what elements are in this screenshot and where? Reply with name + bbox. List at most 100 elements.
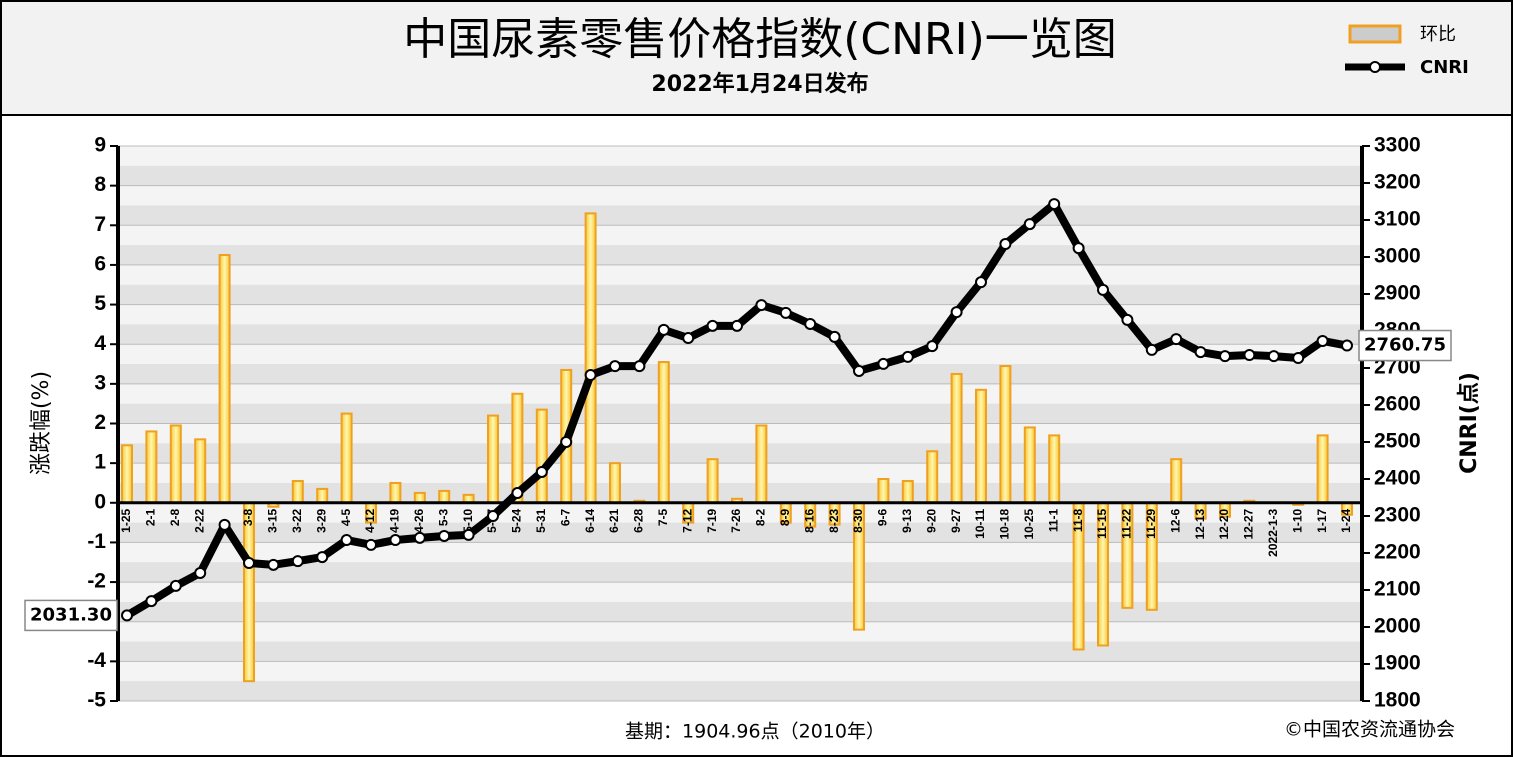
y-tick-label: 5 <box>94 292 106 315</box>
band <box>118 165 1362 186</box>
cnri-marker <box>535 465 548 478</box>
footer: 基期：1904.96点（2010年） <box>625 721 885 743</box>
bar <box>145 430 158 504</box>
x-tick-label: 8-30 <box>851 508 865 532</box>
band <box>118 641 1362 662</box>
y2-tick-label: 2700 <box>1374 356 1421 379</box>
y2-axis-label: CNRI(点) <box>1456 372 1482 474</box>
cnri-marker <box>1023 218 1036 231</box>
bar <box>584 212 597 504</box>
legend-swatch-bar <box>1348 24 1402 44</box>
y2-tick-label: 2900 <box>1374 282 1421 305</box>
y2-tick-label: 2000 <box>1374 615 1421 638</box>
y2-tick-label: 3000 <box>1374 245 1421 268</box>
y-tick-label: 6 <box>94 252 106 275</box>
cnri-marker <box>365 538 377 551</box>
cnri-marker <box>1341 339 1353 352</box>
cnri-marker <box>169 579 182 592</box>
bar <box>609 462 621 504</box>
band <box>118 324 1362 345</box>
legend-label: 环比 <box>1420 24 1456 45</box>
y2-tick-label: 2300 <box>1374 504 1421 527</box>
band <box>118 364 1362 384</box>
y2-tick-label: 1800 <box>1374 689 1421 712</box>
cnri-marker <box>389 534 402 547</box>
x-tick-label: 6-7 <box>558 508 572 526</box>
x-tick-label: 1-17 <box>1315 508 1329 532</box>
bar <box>975 388 987 504</box>
x-tick-label: 1-10 <box>1290 508 1304 532</box>
bar <box>1170 458 1183 504</box>
x-tick-label: 12-6 <box>1168 508 1182 532</box>
cnri-marker <box>682 332 695 345</box>
bar <box>487 414 499 504</box>
cnri-marker <box>1194 346 1207 359</box>
x-tick-label: 8-16 <box>802 508 816 532</box>
y-axis-label: 涨跌幅(%) <box>29 371 54 475</box>
x-tick-label: 12-20 <box>1217 508 1231 539</box>
cnri-marker <box>121 609 133 622</box>
cnri-marker <box>316 551 329 564</box>
y-tick-label: 2 <box>94 411 106 434</box>
legend-marker <box>1369 61 1381 73</box>
bar <box>121 444 133 504</box>
bar <box>389 481 402 504</box>
band <box>118 245 1362 265</box>
x-tick-label: 5-31 <box>534 508 548 532</box>
cnri-marker <box>633 360 646 373</box>
header <box>0 0 1513 116</box>
x-tick-label: 10-11 <box>973 508 987 538</box>
bar <box>316 487 329 504</box>
value-label: 2760.75 <box>1364 335 1446 356</box>
y-tick-label: -2 <box>87 570 106 593</box>
y-tick-label: -1 <box>87 530 106 553</box>
x-tick-label: 12-27 <box>1242 508 1256 539</box>
cnri-marker <box>1145 343 1158 356</box>
x-tick-label: 4-26 <box>412 508 426 532</box>
cnri-marker <box>901 350 914 363</box>
x-tick-label: 2022-1-3 <box>1266 508 1280 556</box>
x-tick-label: 3-15 <box>266 508 280 532</box>
cnri-marker <box>1048 198 1061 211</box>
bar <box>657 361 670 504</box>
bar <box>1316 434 1329 504</box>
credit: ©中国农资流通协会 <box>1284 719 1455 741</box>
cnri-marker <box>1072 242 1085 255</box>
x-tick-label: 1-24 <box>1339 508 1353 532</box>
x-tick-label: 6-14 <box>583 508 597 532</box>
x-tick-label: 7-12 <box>680 508 694 532</box>
x-tick-label: 6-21 <box>607 508 621 532</box>
cnri-marker <box>487 510 499 522</box>
bar <box>706 458 719 504</box>
x-tick-label: 10-25 <box>1022 508 1036 539</box>
cnri-marker <box>779 306 792 319</box>
band <box>118 284 1362 305</box>
bar <box>169 424 182 504</box>
bar <box>194 438 207 504</box>
x-tick-label: 10-18 <box>998 508 1012 539</box>
x-tick-label: 5-24 <box>510 508 524 532</box>
value-label-box <box>1358 329 1452 362</box>
x-tick-label: 11-29 <box>1144 508 1158 538</box>
y2-tick-label: 1900 <box>1374 652 1421 675</box>
x-tick-label: 2-8 <box>168 508 182 526</box>
band <box>118 681 1362 701</box>
cnri-marker <box>1219 350 1231 363</box>
x-tick-label: 7-26 <box>729 508 743 532</box>
x-tick-label: 2-1 <box>144 508 158 526</box>
x-tick-label: 12-13 <box>1193 508 1207 539</box>
x-tick-label: 3-22 <box>290 508 304 532</box>
y-tick-label: 8 <box>94 173 106 196</box>
cnri-marker <box>731 319 743 332</box>
x-tick-label: 8-23 <box>827 508 841 532</box>
bar <box>926 450 939 504</box>
cnri-marker <box>194 566 207 579</box>
bar <box>999 365 1012 504</box>
x-tick-label: 3-8 <box>241 508 255 526</box>
bar <box>291 479 304 504</box>
cnri-marker <box>462 528 475 541</box>
x-tick-label: 8-2 <box>754 508 768 526</box>
y2-tick-label: 2500 <box>1374 430 1421 453</box>
bar <box>535 408 548 504</box>
cnri-marker <box>1243 349 1256 362</box>
